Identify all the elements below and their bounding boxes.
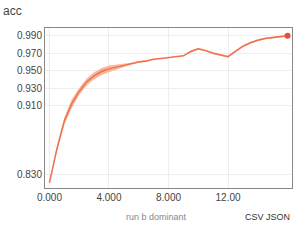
svg-text:0.930: 0.930 — [17, 83, 42, 94]
svg-text:0.990: 0.990 — [17, 30, 42, 41]
svg-text:4.000: 4.000 — [96, 192, 121, 203]
svg-text:acc: acc — [3, 4, 22, 18]
svg-text:0.950: 0.950 — [17, 65, 42, 76]
svg-text:0.970: 0.970 — [17, 48, 42, 59]
svg-text:CSV JSON: CSV JSON — [245, 212, 290, 222]
svg-text:0.910: 0.910 — [17, 100, 42, 111]
svg-text:0.000: 0.000 — [37, 192, 62, 203]
svg-text:run b dominant: run b dominant — [126, 212, 187, 222]
svg-text:12.00: 12.00 — [216, 192, 241, 203]
svg-text:0.830: 0.830 — [17, 169, 42, 180]
svg-text:8.000: 8.000 — [156, 192, 181, 203]
